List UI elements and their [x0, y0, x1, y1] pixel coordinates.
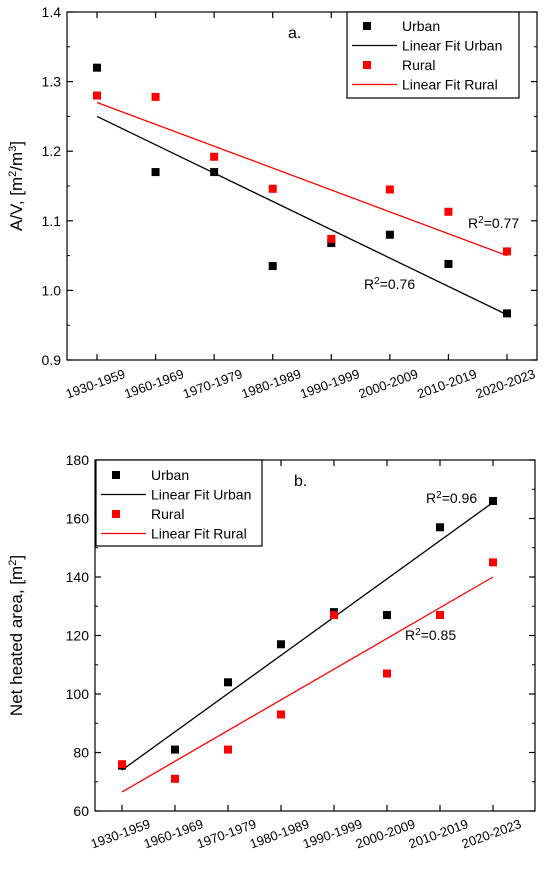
- chart-panel-b: 60 80 100 120 140 160 180 1930-19591960-1969197…: [7, 452, 536, 851]
- data-point-urban: [151, 168, 160, 177]
- legend-marker: [112, 471, 120, 479]
- data-point-rural: [118, 760, 126, 769]
- fit-line-rural: [121, 576, 494, 793]
- x-tick-label: 2010-2019: [415, 366, 479, 401]
- data-point-rural: [277, 710, 285, 719]
- y-tick-label: 1.4: [42, 4, 62, 20]
- legend-box: [95, 459, 263, 547]
- panel-label: b.: [294, 473, 307, 490]
- data-point-urban: [385, 230, 394, 239]
- data-point-urban: [489, 496, 497, 505]
- x-tick-label: 1970-1979: [195, 816, 259, 851]
- x-tick-label: 1990-1999: [301, 816, 365, 851]
- data-point-rural: [151, 92, 160, 101]
- data-point-urban: [224, 678, 232, 687]
- y-axis-label: Net heated area, [m2]: [7, 555, 26, 716]
- legend-marker: [363, 22, 371, 30]
- y-tick-label: 1.1: [42, 213, 62, 229]
- chart-panel-a: 0.9 1.0 1.1 1.2 1.3 1.4 1930-19591960-19691970…: [7, 4, 538, 401]
- data-point-urban: [444, 259, 453, 268]
- x-tick-label: 1990-1999: [298, 366, 362, 401]
- legend: Urban Linear Fit Urban Rural Linear Fit Rur…: [346, 11, 520, 99]
- y-tick-label: 80: [73, 745, 89, 761]
- legend-label: Urban: [151, 467, 189, 483]
- fit-line-urban: [96, 115, 508, 316]
- data-point-rural: [489, 558, 497, 567]
- x-tick-label: 1960-1969: [142, 816, 206, 851]
- data-point-rural: [224, 745, 232, 754]
- data-point-urban: [503, 309, 511, 318]
- y-tick-label: 1.2: [42, 143, 62, 159]
- data-point-urban: [436, 523, 444, 532]
- legend-label: Rural: [151, 506, 184, 522]
- data-point-urban: [210, 168, 219, 177]
- x-tick-label: 1930-1959: [89, 816, 153, 851]
- data-point-urban: [171, 745, 179, 754]
- data-point-urban: [268, 262, 277, 271]
- legend-marker: [112, 510, 120, 518]
- data-point-urban: [327, 239, 336, 248]
- r2-annotation: R2=0.96: [426, 490, 477, 507]
- x-tick-label: 1980-1989: [239, 366, 303, 401]
- x-tick-label: 2020-2023: [460, 816, 524, 851]
- data-point-urban: [383, 611, 391, 620]
- y-tick-label: 60: [73, 803, 89, 819]
- legend-label: Linear Fit Rural: [151, 526, 247, 542]
- legend-marker: [363, 61, 371, 69]
- legend-label: Linear Fit Urban: [151, 487, 251, 503]
- legend-label: Linear Fit Rural: [402, 77, 498, 93]
- fit-line-rural: [96, 101, 508, 257]
- y-axis-label: A/V, [m2/m3]: [7, 141, 26, 231]
- data-point-rural: [210, 152, 219, 161]
- r2-annotation: R2=0.76: [364, 276, 415, 293]
- x-tick-label: 1980-1989: [248, 816, 312, 851]
- data-point-rural: [503, 247, 511, 256]
- y-tick-label: 140: [66, 569, 90, 585]
- y-tick-label: 180: [66, 452, 90, 468]
- x-tick-label: 1960-1969: [122, 366, 186, 401]
- x-tick-label: 2010-2019: [407, 816, 471, 851]
- data-point-urban: [277, 640, 285, 649]
- y-tick-label: 120: [66, 628, 90, 644]
- legend-box: [346, 11, 520, 99]
- r2-annotation: R2=0.85: [405, 627, 456, 644]
- legend-label: Linear Fit Urban: [402, 38, 502, 54]
- legend-label: Urban: [402, 18, 440, 34]
- data-point-urban: [93, 63, 101, 72]
- y-tick-label: 100: [66, 686, 90, 702]
- x-tick-label: 2000-2009: [354, 816, 418, 851]
- fit-line-urban: [121, 501, 494, 771]
- data-point-rural: [444, 207, 453, 216]
- x-tick-label: 1930-1959: [64, 366, 128, 401]
- legend: Urban Linear Fit Urban Rural Linear Fit Rur…: [95, 459, 263, 547]
- y-tick-label: 0.9: [42, 352, 62, 368]
- data-point-rural: [385, 185, 394, 194]
- x-tick-label: 1970-1979: [181, 366, 245, 401]
- panel-label: a.: [288, 25, 301, 42]
- y-tick-label: 1.3: [42, 74, 62, 90]
- legend-label: Rural: [402, 57, 435, 73]
- x-tick-label: 2020-2023: [474, 366, 538, 401]
- y-tick-label: 1.0: [42, 282, 62, 298]
- data-point-rural: [93, 91, 101, 100]
- x-tick-label: 2000-2009: [357, 366, 421, 401]
- y-tick-label: 160: [66, 511, 90, 527]
- data-point-rural: [330, 611, 338, 620]
- data-point-rural: [436, 611, 444, 620]
- data-point-rural: [268, 184, 277, 193]
- data-point-rural: [383, 669, 391, 678]
- data-point-rural: [171, 774, 179, 783]
- data-point-rural: [327, 234, 336, 243]
- r2-annotation: R2=0.77: [468, 215, 519, 232]
